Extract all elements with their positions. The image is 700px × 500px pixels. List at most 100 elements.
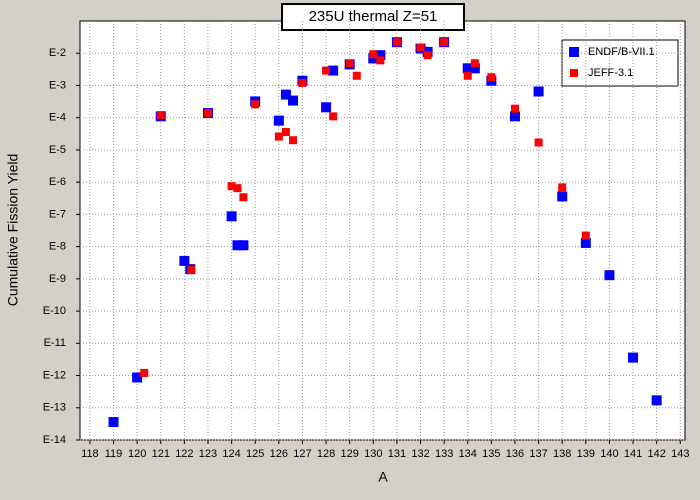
point (368, 53, 379, 64)
point (227, 182, 236, 191)
point (298, 78, 307, 87)
x-tick-label: 125 (246, 448, 264, 460)
point (226, 211, 237, 222)
chart-title: 235U thermal Z=51 (309, 8, 438, 25)
point (392, 38, 401, 47)
point (534, 138, 543, 147)
x-tick-label: 130 (364, 448, 382, 460)
point (239, 193, 248, 202)
legend (561, 39, 679, 87)
point (345, 59, 354, 68)
point (328, 65, 339, 76)
y-tick-label: E-11 (44, 337, 66, 349)
point (628, 352, 639, 363)
plot-area (79, 20, 686, 441)
point (289, 136, 298, 145)
point (375, 50, 386, 61)
y-tick-label: E-5 (49, 144, 66, 156)
legend-label: ENDF/B-VII.1 (588, 46, 655, 58)
legend-marker (569, 47, 579, 57)
x-tick-label: 140 (600, 448, 618, 460)
point (179, 255, 190, 266)
point (108, 417, 119, 428)
x-tick-label: 135 (482, 448, 500, 460)
point (557, 191, 568, 202)
point (156, 111, 165, 120)
x-tick-label: 121 (152, 448, 170, 460)
point (463, 71, 472, 80)
x-tick-label: 129 (340, 448, 358, 460)
point (280, 89, 291, 100)
x-tick-label: 132 (411, 448, 429, 460)
x-tick-label: 120 (128, 448, 146, 460)
x-tick-label: 139 (577, 448, 595, 460)
y-tick-label: E-13 (43, 402, 66, 414)
point (369, 50, 378, 59)
point (510, 104, 519, 113)
point (469, 63, 480, 74)
point (604, 270, 615, 281)
point (376, 56, 385, 65)
y-tick-label: E-8 (49, 241, 66, 253)
point (416, 43, 425, 52)
x-tick-label: 123 (199, 448, 217, 460)
point (322, 66, 331, 75)
y-tick-label: E-4 (49, 112, 66, 124)
point (462, 63, 473, 74)
y-tick-label: E-2 (49, 47, 66, 59)
x-tick-label: 136 (506, 448, 524, 460)
x-tick-label: 133 (435, 448, 453, 460)
point (232, 240, 243, 251)
point (329, 112, 338, 121)
x-tick-label: 142 (647, 448, 665, 460)
x-tick-label: 138 (553, 448, 571, 460)
point (440, 38, 449, 47)
point (251, 100, 260, 109)
x-tick-label: 122 (175, 448, 193, 460)
point (288, 95, 299, 106)
y-tick-label: E-10 (43, 305, 66, 317)
point (533, 86, 544, 97)
x-tick-label: 131 (388, 448, 406, 460)
x-tick-label: 134 (459, 448, 477, 460)
title-box (281, 3, 465, 31)
point (581, 231, 590, 240)
y-axis-label: Cumulative Fission Yield (5, 154, 21, 307)
point (558, 183, 567, 192)
y-tick-label: E-3 (49, 79, 66, 91)
point (509, 111, 520, 122)
x-tick-label: 137 (529, 448, 547, 460)
point (321, 102, 332, 113)
x-tick-label: 143 (671, 448, 689, 460)
x-tick-label: 127 (293, 448, 311, 460)
point (187, 265, 196, 274)
x-tick-label: 126 (270, 448, 288, 460)
point (274, 132, 283, 141)
legend-label: JEFF-3.1 (588, 67, 633, 79)
point (233, 184, 242, 193)
x-axis-label: A (378, 469, 388, 485)
legend-marker (570, 69, 578, 77)
x-tick-label: 141 (624, 448, 642, 460)
point (651, 395, 662, 406)
point (352, 71, 361, 80)
point (580, 237, 591, 248)
point (132, 372, 143, 383)
x-tick-label: 124 (222, 448, 240, 460)
point (203, 108, 212, 117)
point (423, 51, 432, 60)
point (273, 115, 284, 126)
y-tick-label: E-9 (49, 273, 66, 285)
x-tick-label: 128 (317, 448, 335, 460)
y-tick-label: E-6 (49, 176, 66, 188)
point (487, 73, 496, 82)
x-tick-label: 118 (81, 448, 99, 460)
y-tick-label: E-7 (49, 208, 66, 220)
y-tick-label: E-14 (43, 434, 66, 446)
point (281, 127, 290, 136)
point (470, 59, 479, 68)
point (140, 368, 149, 377)
point (238, 240, 249, 251)
x-tick-label: 119 (105, 448, 123, 460)
